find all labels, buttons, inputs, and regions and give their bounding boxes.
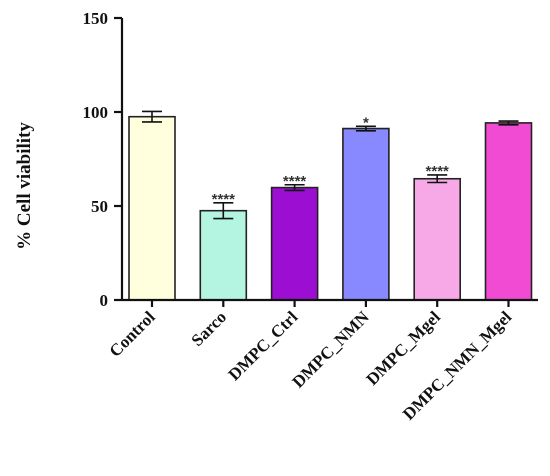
bar-dmpc-mgel	[413, 177, 462, 301]
error-bar	[427, 174, 448, 184]
error-bar	[142, 110, 162, 123]
y-tick-label: 0	[100, 291, 109, 310]
significance-label: ****	[426, 163, 450, 180]
significance-label: ****	[283, 173, 307, 190]
y-axis-title: % Cell viability	[14, 122, 35, 250]
x-axis: Control SarcoDMPC_CtrlDMPC_NMNDMPC_MgelDM…	[106, 298, 538, 424]
x-tick-label: DMPC_NMN	[289, 307, 374, 392]
significance-label: *	[363, 114, 369, 131]
bar-sarco	[199, 209, 248, 301]
bar-dmpc-nmn-mgel	[484, 122, 533, 301]
y-tick-label: 150	[83, 9, 109, 28]
error-bar	[213, 202, 234, 220]
bars-group: *************	[128, 110, 533, 301]
y-axis: 0 50 100 150	[83, 9, 124, 310]
x-tick-label: Sarco	[188, 307, 231, 350]
bar-dmpc-ctrl	[270, 186, 319, 301]
bar-dmpc-nmn	[342, 127, 390, 301]
x-tick-label: DMPC_Ctrl	[225, 307, 302, 384]
y-tick-label: 50	[91, 197, 108, 216]
bar-control	[128, 115, 176, 301]
error-bar	[355, 125, 376, 132]
error-bar	[284, 183, 305, 192]
significance-label: ****	[212, 191, 236, 208]
y-tick-label: 100	[83, 103, 109, 122]
error-bar	[498, 120, 519, 126]
x-tick-label: Control	[106, 307, 159, 360]
